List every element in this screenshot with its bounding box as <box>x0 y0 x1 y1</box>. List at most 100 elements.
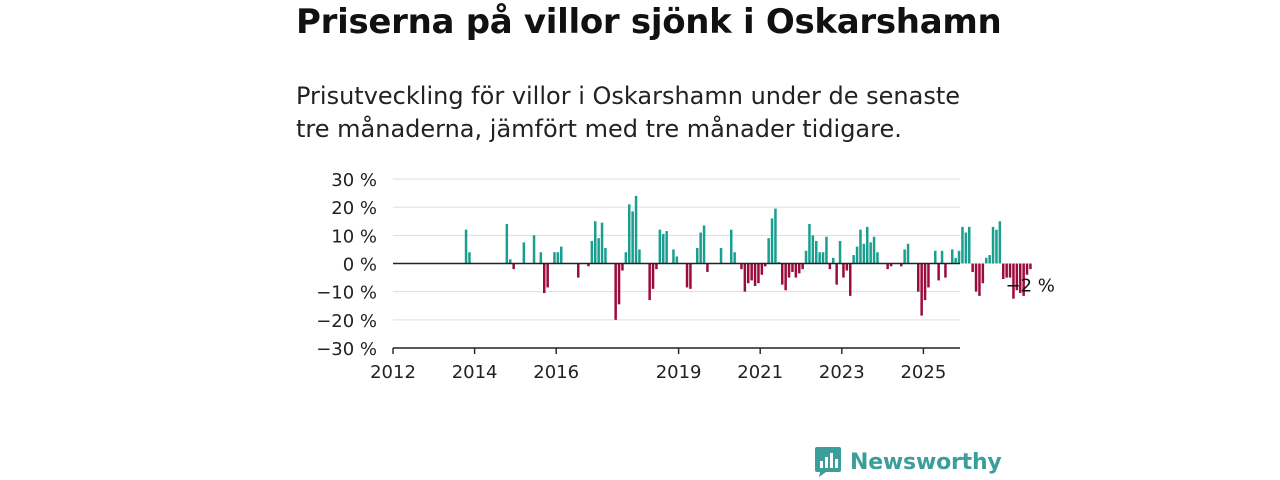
bar <box>927 263 930 288</box>
bar <box>1029 263 1032 270</box>
bar <box>855 246 859 264</box>
bar <box>934 250 937 264</box>
chart-title: Priserna på villor sjönk i Oskarshamn <box>296 2 1002 42</box>
bar <box>971 263 974 272</box>
bar <box>747 263 750 284</box>
bar <box>675 256 679 264</box>
bar <box>655 263 658 270</box>
last-value-label: −2 % <box>1006 276 1055 297</box>
bar <box>944 263 947 278</box>
bar <box>808 224 811 264</box>
bar <box>917 263 920 292</box>
bar <box>730 229 733 264</box>
bar <box>760 263 764 275</box>
bar <box>1019 263 1022 294</box>
y-tick-label: 10 % <box>331 226 377 247</box>
bar <box>757 263 760 284</box>
bar <box>614 263 617 320</box>
bar <box>961 226 964 264</box>
bar <box>1005 263 1008 278</box>
bar <box>794 263 798 278</box>
bar <box>845 263 849 271</box>
bar <box>804 250 808 264</box>
bar-chart-speech-bubble-icon <box>815 447 841 477</box>
bar <box>811 235 815 264</box>
x-tick-label: 2025 <box>900 362 946 383</box>
x-tick-label: 2021 <box>737 362 783 383</box>
bar <box>590 240 594 264</box>
bar <box>638 249 641 264</box>
bar <box>815 240 818 264</box>
y-tick-label: −20 % <box>316 311 377 332</box>
bar <box>543 263 546 294</box>
y-tick-label: 0 % <box>343 255 377 276</box>
bar <box>835 263 838 285</box>
bar <box>743 263 747 292</box>
bar <box>818 252 821 264</box>
bar <box>651 263 655 289</box>
bar <box>546 263 549 288</box>
bar <box>560 246 563 264</box>
x-tick-label: 2012 <box>370 362 416 383</box>
chart-subtitle: Prisutveckling för villor i Oskarshamn u… <box>296 82 960 143</box>
y-tick-label: 20 % <box>331 198 377 219</box>
bar <box>662 233 665 264</box>
y-tick-label: 30 % <box>331 170 377 191</box>
bars <box>464 195 1032 320</box>
bar <box>648 263 651 301</box>
bar <box>740 263 743 270</box>
bar <box>995 229 998 264</box>
bar <box>587 263 590 267</box>
bar <box>624 252 628 264</box>
bar <box>859 229 862 264</box>
bar <box>685 263 689 288</box>
newsworthy-logo: Newsworthy <box>814 446 1002 478</box>
bar <box>628 204 631 264</box>
bar <box>719 248 723 264</box>
bar <box>553 252 556 264</box>
bar <box>940 250 944 264</box>
bar <box>753 263 757 287</box>
bar <box>791 263 794 272</box>
bar <box>985 257 988 264</box>
bar <box>539 252 543 264</box>
bar <box>634 195 638 264</box>
x-tick-label: 2023 <box>819 362 865 383</box>
bar <box>1022 263 1025 296</box>
x-tick-label: 2019 <box>656 362 702 383</box>
bar <box>1012 263 1015 299</box>
bar <box>577 263 580 278</box>
bar <box>594 221 597 264</box>
bar <box>978 263 981 296</box>
bar <box>801 263 804 270</box>
bar <box>505 224 509 264</box>
bar <box>937 263 940 281</box>
bar <box>988 255 991 264</box>
bar <box>770 218 774 264</box>
bar <box>828 263 832 270</box>
bar <box>889 263 893 267</box>
bar <box>920 263 923 316</box>
bar <box>689 263 692 289</box>
x-axis-ticks: 2012 2014 2016 2019 2021 2023 2025 <box>370 348 946 383</box>
bar <box>672 249 675 264</box>
bar <box>733 252 736 264</box>
bar <box>957 250 961 264</box>
bar <box>849 263 852 296</box>
bar <box>991 226 995 264</box>
bar <box>1015 263 1019 291</box>
bar <box>968 226 971 264</box>
bar <box>900 263 903 267</box>
bar <box>981 263 985 284</box>
bar <box>842 263 845 278</box>
bar <box>750 263 753 281</box>
bar <box>509 259 512 264</box>
bar <box>631 211 634 264</box>
bar <box>556 252 560 264</box>
y-tick-label: −10 % <box>316 283 377 304</box>
bar <box>869 242 872 264</box>
bar <box>821 252 825 264</box>
bar <box>974 263 978 292</box>
bar <box>862 243 866 264</box>
bar-chart: 30 %20 %10 %0 %−10 %−20 %−30 % 2012 2014 2… <box>316 170 1055 383</box>
